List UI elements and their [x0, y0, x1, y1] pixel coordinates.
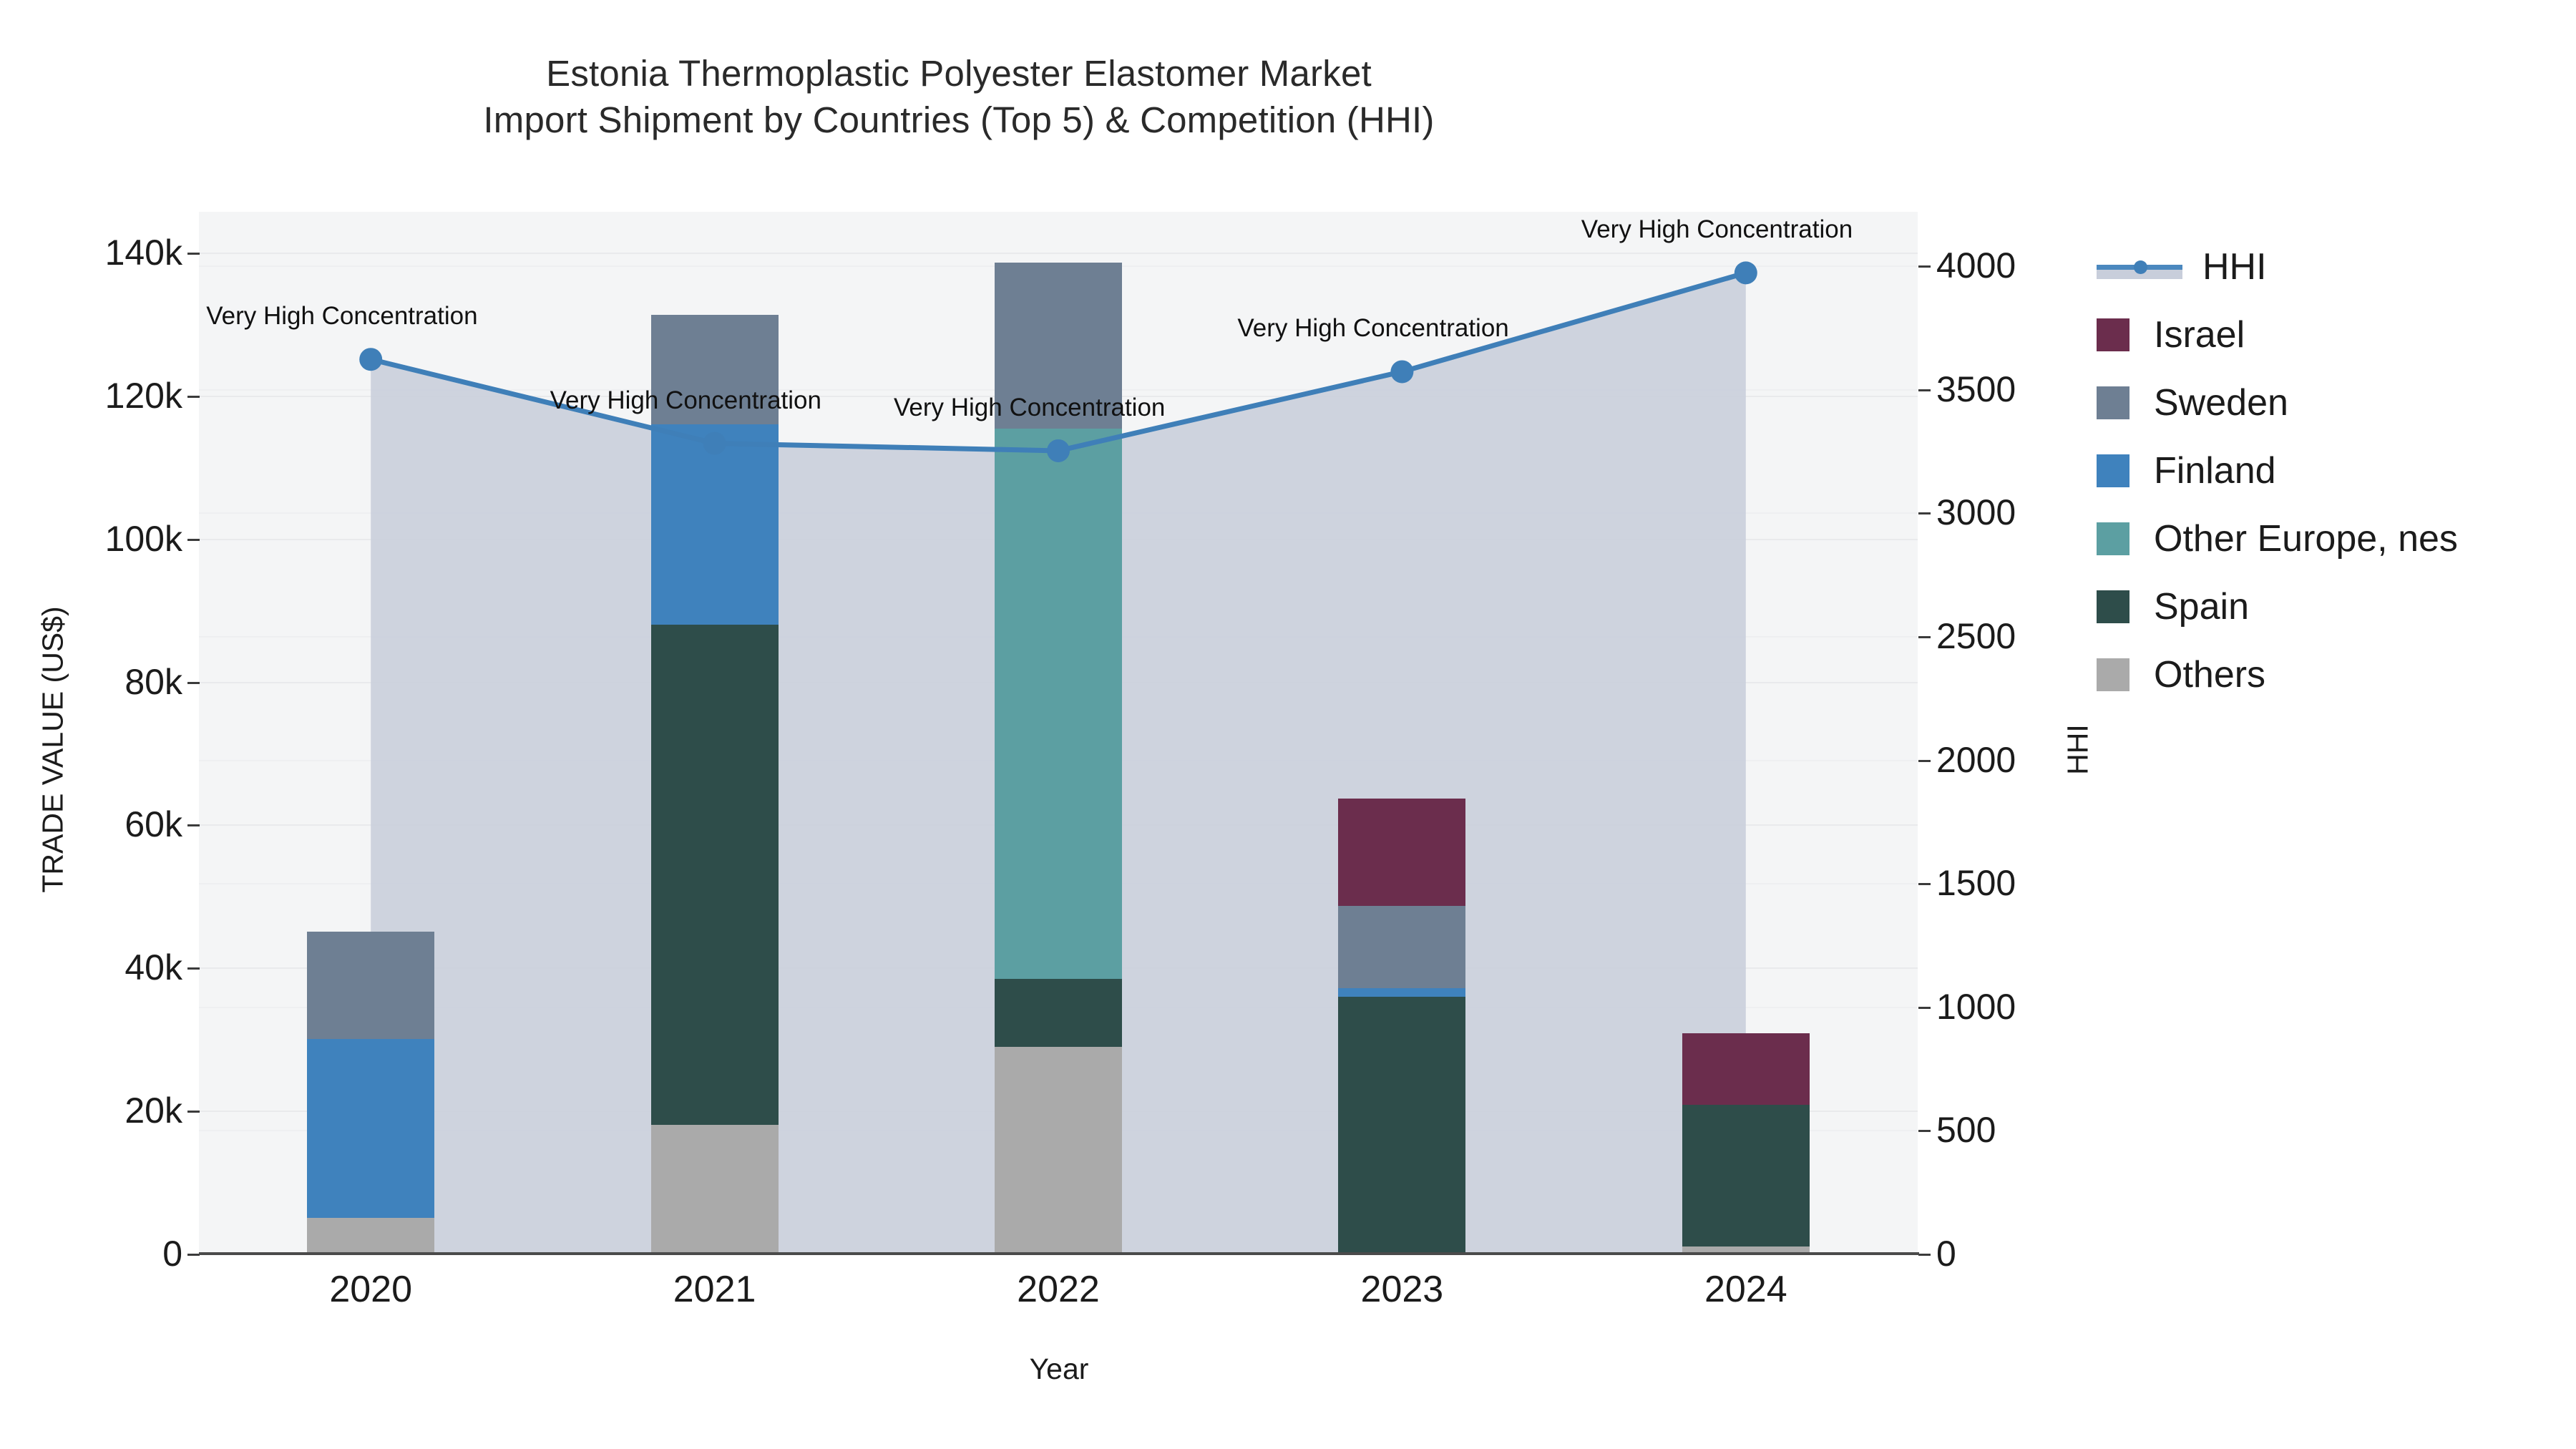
bar-segment-2022-other-europe-nes[interactable]	[995, 428, 1122, 980]
y-tick-left-40k: 40k	[125, 947, 182, 988]
legend-label: Sweden	[2154, 381, 2288, 424]
bar-stack-2022[interactable]	[995, 212, 1122, 1254]
bar-segment-2023-israel[interactable]	[1338, 799, 1466, 907]
y-axis-left-label: TRADE VALUE (US$)	[36, 606, 69, 893]
y-axis-right-label: HHI	[2061, 724, 2094, 775]
legend-item-israel[interactable]: Israel	[2097, 301, 2458, 369]
y-tickmark-left-0	[187, 1254, 200, 1256]
y-tick-right-3000: 3000	[1936, 492, 2016, 533]
y-tickmark-right-2500	[1918, 635, 1931, 638]
bar-stack-2021[interactable]	[650, 212, 779, 1254]
y-tickmark-right-1500	[1918, 883, 1931, 886]
y-tickmark-left-100k	[187, 538, 200, 541]
chart-subtitle: Import Shipment by Countries (Top 5) & C…	[483, 99, 1435, 141]
bar-segment-2024-spain[interactable]	[1682, 1105, 1810, 1247]
legend-swatch-icon	[2097, 590, 2129, 623]
y-tick-left-100k: 100k	[104, 518, 182, 559]
y-tickmark-right-1000	[1918, 1006, 1931, 1009]
bar-segment-2020-others[interactable]	[307, 1218, 435, 1254]
y-tick-right-0: 0	[1936, 1234, 1956, 1274]
y-tick-left-0: 0	[162, 1234, 182, 1274]
x-axis-line	[199, 1252, 1919, 1255]
bar-segment-2023-sweden[interactable]	[1338, 906, 1466, 989]
y-tick-right-4000: 4000	[1936, 245, 2016, 286]
bar-stacks	[199, 212, 1918, 1254]
y-tickmark-right-500	[1918, 1130, 1931, 1133]
y-tick-right-2500: 2500	[1936, 615, 2016, 656]
y-tick-left-120k: 120k	[104, 375, 182, 416]
bar-segment-2024-others[interactable]	[1682, 1246, 1810, 1254]
y-tickmark-left-140k	[187, 253, 200, 255]
x-tick-2024: 2024	[1704, 1269, 1787, 1310]
legend-item-other-europe-nes[interactable]: Other Europe, nes	[2097, 504, 2458, 572]
y-tick-left-80k: 80k	[125, 661, 182, 702]
legend-swatch-icon	[2097, 522, 2129, 555]
bar-segment-2024-israel[interactable]	[1682, 1033, 1810, 1106]
annotation-2023: Very High Concentration	[1237, 314, 1509, 343]
y-tickmark-right-4000	[1918, 265, 1931, 268]
legend-label: Spain	[2154, 585, 2249, 628]
bar-stack-2024[interactable]	[1682, 212, 1810, 1254]
y-tick-right-1000: 1000	[1936, 986, 2016, 1027]
bar-segment-2021-others[interactable]	[650, 1125, 779, 1254]
plot-area	[199, 212, 1918, 1254]
bar-segment-2021-finland[interactable]	[650, 424, 779, 625]
y-tick-right-2000: 2000	[1936, 739, 2016, 780]
legend-label: HHI	[2202, 245, 2267, 288]
legend-item-finland[interactable]: Finland	[2097, 436, 2458, 504]
legend-item-sweden[interactable]: Sweden	[2097, 369, 2458, 436]
y-tickmark-left-60k	[187, 824, 200, 827]
bar-segment-2021-spain[interactable]	[650, 624, 779, 1126]
chart-title-block: Estonia Thermoplastic Polyester Elastome…	[0, 50, 1918, 144]
y-tickmark-right-0	[1918, 1254, 1931, 1256]
x-tick-2021: 2021	[673, 1269, 756, 1310]
y-tickmark-left-120k	[187, 395, 200, 398]
y-tick-right-3500: 3500	[1936, 369, 2016, 409]
bar-segment-2023-finland[interactable]	[1338, 988, 1466, 997]
y-tick-right-1500: 1500	[1936, 863, 2016, 904]
chart-title: Estonia Thermoplastic Polyester Elastome…	[546, 53, 1372, 94]
legend-swatch-icon	[2097, 386, 2129, 419]
y-tickmark-right-3000	[1918, 512, 1931, 515]
y-tick-left-60k: 60k	[125, 804, 182, 845]
bar-stack-2023[interactable]	[1338, 212, 1466, 1254]
x-tick-2020: 2020	[329, 1269, 413, 1310]
legend-swatch-icon	[2097, 658, 2129, 691]
legend-item-others[interactable]: Others	[2097, 640, 2458, 708]
y-tick-left-20k: 20k	[125, 1091, 182, 1131]
y-tick-right-500: 500	[1936, 1110, 1996, 1151]
legend-swatch-icon	[2097, 318, 2129, 351]
legend-line-marker-icon	[2097, 250, 2182, 283]
annotation-2020: Very High Concentration	[206, 302, 478, 331]
y-tickmark-left-20k	[187, 1111, 200, 1113]
x-tick-2022: 2022	[1017, 1269, 1100, 1310]
x-tick-2023: 2023	[1360, 1269, 1444, 1310]
x-axis-label: Year	[1029, 1352, 1089, 1385]
legend-item-spain[interactable]: Spain	[2097, 572, 2458, 640]
annotation-2021: Very High Concentration	[550, 386, 821, 414]
bar-segment-2022-spain[interactable]	[995, 979, 1122, 1048]
bar-segment-2020-finland[interactable]	[307, 1039, 435, 1219]
chart-legend: HHI Israel Sweden Finland Other Europe, nes S…	[2097, 233, 2458, 708]
legend-item-hhi[interactable]: HHI	[2097, 233, 2458, 301]
legend-label: Israel	[2154, 313, 2245, 356]
legend-swatch-icon	[2097, 454, 2129, 487]
bar-segment-2023-spain[interactable]	[1338, 997, 1466, 1254]
bar-segment-2020-sweden[interactable]	[307, 932, 435, 1040]
y-tickmark-left-40k	[187, 967, 200, 970]
gridline-left-140k	[199, 253, 1918, 254]
legend-label: Finland	[2154, 449, 2276, 492]
bar-stack-2020[interactable]	[307, 212, 435, 1254]
annotation-2024: Very High Concentration	[1581, 215, 1853, 244]
y-tick-left-140k: 140k	[104, 233, 182, 273]
y-tickmark-right-2000	[1918, 759, 1931, 762]
legend-label: Others	[2154, 653, 2266, 696]
y-tickmark-left-80k	[187, 681, 200, 684]
annotation-2022: Very High Concentration	[894, 393, 1166, 421]
legend-label: Other Europe, nes	[2154, 517, 2458, 560]
bar-segment-2022-others[interactable]	[995, 1047, 1122, 1254]
y-tickmark-right-3500	[1918, 389, 1931, 391]
